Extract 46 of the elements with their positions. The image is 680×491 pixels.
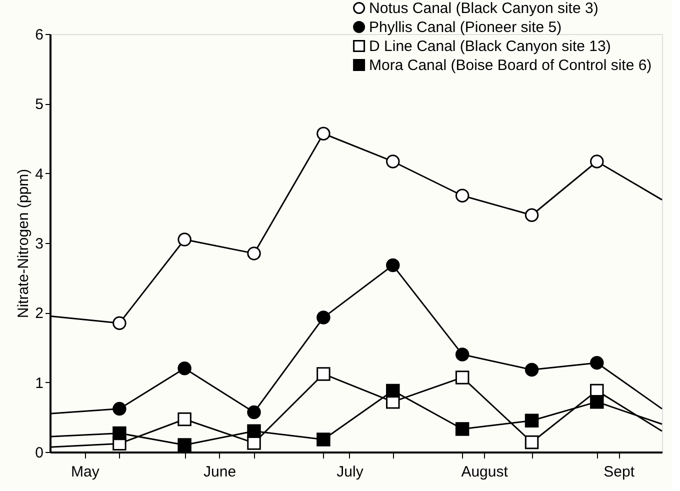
y-tick-label: 4 xyxy=(35,166,44,183)
point xyxy=(316,126,330,140)
point xyxy=(247,246,261,260)
point xyxy=(386,154,400,168)
legend-label: Phyllis Canal (Pioneer site 5) xyxy=(369,19,562,36)
y-tick-label: 0 xyxy=(35,444,44,462)
point xyxy=(455,370,470,384)
y-tick-label: 2 xyxy=(35,305,44,322)
legend-label: D Line Canal (Black Canyon site 13) xyxy=(369,38,611,55)
x-tick-label: June xyxy=(204,464,236,480)
point xyxy=(524,362,539,377)
point xyxy=(590,356,604,370)
point xyxy=(247,436,261,450)
point xyxy=(590,394,604,409)
point xyxy=(247,405,261,420)
y-tick-label: 3 xyxy=(35,236,44,252)
y-tick-label: 6 xyxy=(35,26,44,44)
point xyxy=(386,258,400,272)
point xyxy=(316,432,330,446)
point xyxy=(455,348,470,362)
legend-label: Notus Canal (Black Canyon site 3) xyxy=(369,0,598,17)
point xyxy=(112,316,126,330)
point xyxy=(590,154,604,168)
y-axis-title: Nitrate-Nitrogen (ppm) xyxy=(15,168,32,318)
point xyxy=(455,422,470,436)
point xyxy=(316,310,330,324)
legend-label: Mora Canal (Boise Board of Control site 6) xyxy=(369,57,652,74)
point xyxy=(178,412,192,426)
point xyxy=(524,414,539,428)
point xyxy=(316,367,330,381)
point xyxy=(247,424,261,438)
point xyxy=(112,402,126,416)
point xyxy=(455,188,470,202)
point xyxy=(524,208,539,222)
x-tick-label: May xyxy=(71,464,100,480)
point xyxy=(178,362,192,376)
point xyxy=(386,384,400,398)
point xyxy=(178,438,192,452)
x-tick-label: July xyxy=(336,464,364,480)
point xyxy=(112,426,126,440)
point xyxy=(524,435,539,450)
point xyxy=(178,232,192,246)
y-tick-label: 5 xyxy=(35,96,44,114)
x-tick-label: Sept xyxy=(604,464,636,480)
x-tick-label: August xyxy=(461,464,509,480)
y-tick-label: 1 xyxy=(35,374,44,392)
